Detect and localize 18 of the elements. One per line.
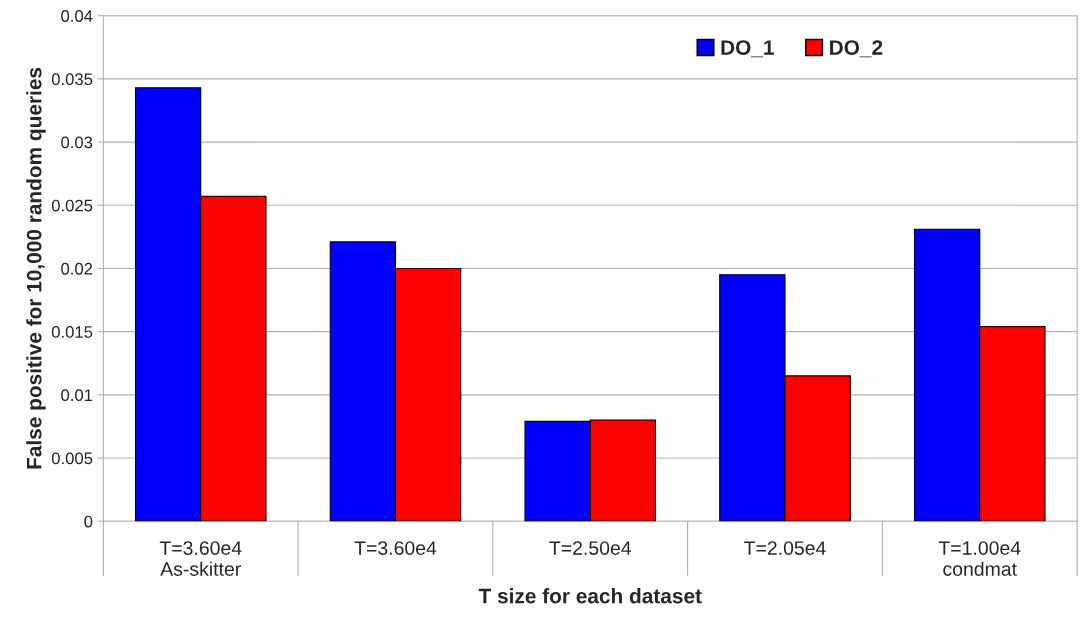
y-tick-label: 0.03 — [61, 136, 93, 149]
legend-label: DO_2 — [830, 40, 883, 58]
x-tick-label: T=3.60e4 As-skitter — [159, 541, 242, 576]
x-tick-label: T=2.50e4 — [549, 541, 632, 555]
y-tick-label: 0.02 — [61, 262, 93, 275]
legend-label: DO_1 — [721, 40, 774, 58]
y-tick-label: 0.01 — [61, 389, 93, 402]
y-tick-label: 0.015 — [51, 326, 93, 338]
x-tick-label: T=1.00e4 condmat — [938, 541, 1021, 576]
x-tick-label: T=3.60e4 — [354, 541, 437, 555]
y-tick-label: 0.035 — [51, 73, 93, 86]
y-tick-label: 0.04 — [61, 10, 93, 22]
x-tick-label: T=2.05e4 — [744, 541, 826, 555]
x-axis-title: T size for each dataset — [478, 588, 702, 604]
y-tick-label: 0.005 — [51, 452, 93, 465]
y-tick-label: 0 — [84, 515, 93, 528]
y-axis-title: False positive for 10,000 random queries — [26, 67, 46, 469]
y-tick-label: 0.025 — [51, 199, 93, 212]
